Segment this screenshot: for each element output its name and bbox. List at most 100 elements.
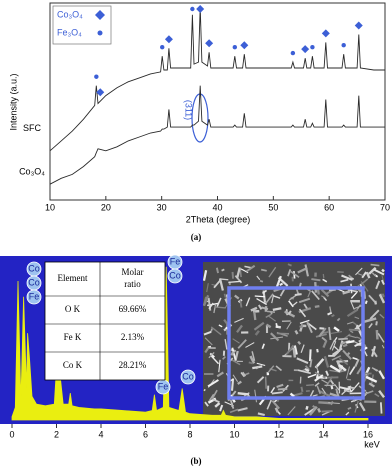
sem-flake xyxy=(279,288,286,297)
sem-flake xyxy=(374,393,380,398)
sem-flake xyxy=(266,399,272,410)
sem-flake xyxy=(298,308,307,318)
sem-flake xyxy=(378,293,386,304)
legend-label: Fe₃O₄ xyxy=(57,27,82,37)
sem-flake xyxy=(378,389,385,399)
x-tick-label: 4 xyxy=(98,429,103,439)
sem-flake xyxy=(309,359,313,368)
sem-flake xyxy=(289,392,295,398)
peak-label: Fe xyxy=(170,256,181,266)
legend-label: Co₃O₄ xyxy=(57,9,83,19)
sem-flake xyxy=(250,306,258,312)
sem-flake xyxy=(266,310,276,313)
sem-flake xyxy=(244,265,252,269)
sem-flake xyxy=(318,389,331,398)
sem-flake xyxy=(287,406,296,416)
sem-flake xyxy=(336,317,341,322)
sem-flake xyxy=(229,408,239,414)
table-bg xyxy=(44,261,166,381)
sem-flake xyxy=(213,279,222,289)
sem-flake xyxy=(234,294,240,300)
sem-flake xyxy=(331,355,342,361)
sem-flake xyxy=(330,385,334,390)
peak-label: Co xyxy=(28,277,40,287)
sem-flake xyxy=(221,268,225,272)
sem-flake xyxy=(265,323,272,329)
sem-flake xyxy=(328,327,332,341)
sem-flake xyxy=(321,387,327,394)
sem-flake xyxy=(231,359,241,366)
sem-flake xyxy=(298,297,311,304)
sem-flake xyxy=(257,304,263,310)
sem-flake xyxy=(339,386,350,391)
table-cell: 2.13% xyxy=(121,332,145,342)
sem-flake xyxy=(320,288,330,298)
peak-marker xyxy=(196,5,205,13)
sem-flake xyxy=(338,364,347,372)
sem-flake xyxy=(364,300,368,305)
sem-flake xyxy=(213,304,217,314)
sem-flake xyxy=(348,328,360,332)
sem-flake xyxy=(210,326,222,336)
sem-flake xyxy=(354,316,360,320)
sem-flake xyxy=(346,339,355,344)
sem-flake xyxy=(275,275,282,289)
sem-flake xyxy=(224,339,228,350)
sem-flake xyxy=(306,384,315,386)
sem-flake xyxy=(209,352,215,358)
sem-flake xyxy=(354,400,359,413)
peak-marker xyxy=(205,39,214,48)
sem-flake xyxy=(219,404,224,412)
sem-flake xyxy=(264,293,274,305)
x-tick-label: 16 xyxy=(363,429,373,439)
sem-flake xyxy=(375,329,379,340)
sem-flake xyxy=(365,271,371,279)
peak-marker xyxy=(240,41,249,50)
sem-flake xyxy=(292,347,297,358)
sem-flake xyxy=(231,271,235,279)
x-tick-label: 6 xyxy=(143,429,148,439)
sem-flake xyxy=(314,382,320,387)
panel-label: (b) xyxy=(191,456,202,466)
sem-flake xyxy=(354,358,360,368)
sem-flake xyxy=(318,327,327,338)
sem-flake xyxy=(216,297,222,307)
sem-flake xyxy=(248,361,253,365)
sem-flake xyxy=(343,389,351,393)
sem-flake xyxy=(286,344,295,355)
sem-flake xyxy=(216,371,224,378)
peak-label: Co xyxy=(169,270,181,280)
sem-flake xyxy=(329,364,341,373)
sem-flake xyxy=(352,321,358,326)
sem-flake xyxy=(256,275,261,281)
sem-flake xyxy=(312,394,318,397)
sem-flake xyxy=(314,304,320,308)
sem-flake xyxy=(292,301,298,306)
sem-flake xyxy=(381,268,385,273)
sem-flake xyxy=(271,294,275,304)
sem-flake xyxy=(296,357,309,365)
peak-marker xyxy=(310,44,315,50)
table-header: Element xyxy=(58,273,88,283)
sem-flake xyxy=(275,322,279,329)
sem-flake xyxy=(331,341,337,351)
sem-flake xyxy=(347,406,352,410)
x-tick-label: 20 xyxy=(101,202,111,212)
sem-flake xyxy=(271,400,280,410)
sem-flake xyxy=(342,290,351,295)
sem-flake xyxy=(311,290,320,301)
peak-marker xyxy=(321,29,330,38)
sem-flake xyxy=(237,407,248,412)
sem-flake xyxy=(210,355,220,365)
series-label: Co₃O₄ xyxy=(19,167,45,177)
sem-flake xyxy=(218,359,221,373)
sem-flake xyxy=(381,293,385,298)
peak-marker xyxy=(341,43,346,48)
sem-flake xyxy=(381,275,385,282)
sem-flake xyxy=(333,326,340,332)
sem-flake xyxy=(371,348,378,358)
sem-flake xyxy=(368,382,375,388)
sem-flake xyxy=(287,310,292,316)
sem-flake xyxy=(321,410,333,413)
sem-flake xyxy=(274,407,279,413)
